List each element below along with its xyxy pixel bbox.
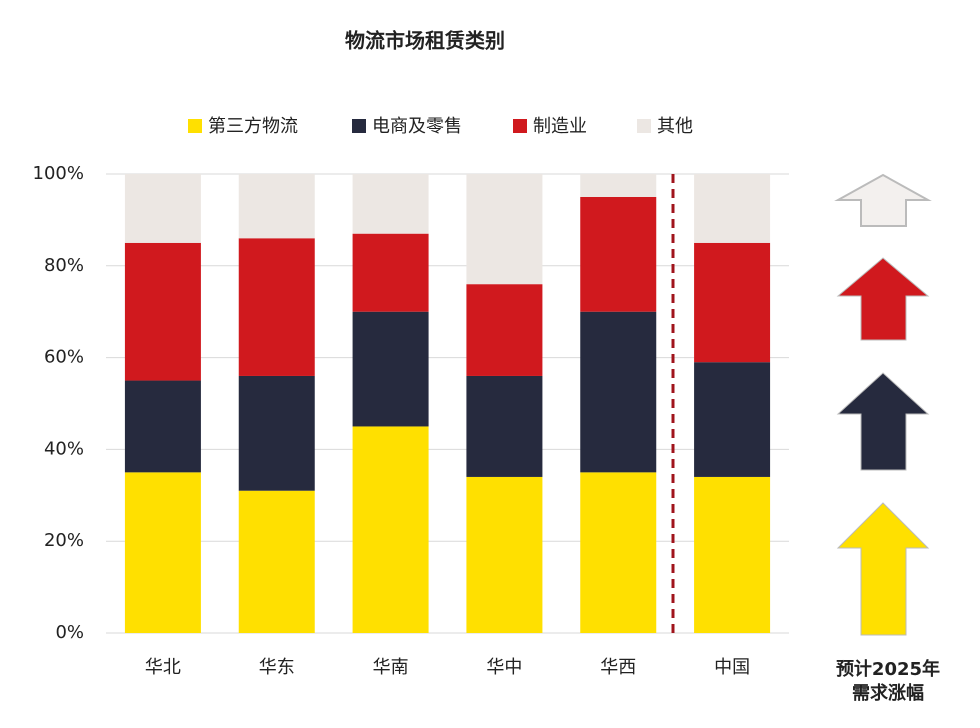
bar-segment xyxy=(238,174,315,239)
bar-segment xyxy=(124,380,201,473)
bar-segment xyxy=(238,490,315,633)
legend-label: 第三方物流 xyxy=(208,116,298,137)
bar-segment xyxy=(124,472,201,633)
x-tick-label: 华东 xyxy=(259,657,295,678)
y-tick-label: 20% xyxy=(44,530,84,551)
chart-title: 物流市场租赁类别 xyxy=(345,29,505,53)
arrow xyxy=(834,173,932,227)
bar-segment xyxy=(124,242,201,381)
x-tick-label: 华中 xyxy=(486,657,522,678)
bar-segment xyxy=(352,233,429,312)
bar-segment xyxy=(580,196,657,312)
legend-swatch xyxy=(352,119,366,133)
bar-segment xyxy=(466,375,543,477)
arrow xyxy=(836,502,930,636)
x-tick-label: 中国 xyxy=(714,657,750,678)
y-tick-label: 0% xyxy=(55,622,84,643)
bar-segment xyxy=(466,476,543,633)
bar-segment xyxy=(238,375,315,491)
arrow xyxy=(836,372,930,471)
bar-segment xyxy=(694,174,771,243)
annotation: 需求涨幅 xyxy=(852,682,924,704)
legend-swatch xyxy=(513,119,527,133)
bar-segment xyxy=(580,174,657,197)
legend-label: 电商及零售 xyxy=(372,116,462,137)
x-tick-label: 华南 xyxy=(373,657,409,678)
legend-swatch xyxy=(188,119,202,133)
x-tick-label: 华北 xyxy=(145,657,181,678)
arrow xyxy=(836,257,930,341)
y-tick-label: 40% xyxy=(44,438,84,459)
legend-swatch xyxy=(637,119,651,133)
y-tick-label: 100% xyxy=(33,163,84,184)
bar-segment xyxy=(466,284,543,376)
bar-segment xyxy=(694,476,771,633)
bar-segment xyxy=(238,238,315,376)
bar-segment xyxy=(352,174,429,234)
x-tick-label: 华西 xyxy=(600,657,636,678)
bar-segment xyxy=(352,426,429,633)
bar-segment xyxy=(694,362,771,477)
bar-segment xyxy=(580,472,657,633)
annotation: 预计2025年 xyxy=(836,658,940,680)
bar-segment xyxy=(466,174,543,285)
y-tick-label: 80% xyxy=(44,255,84,276)
bar-segment xyxy=(580,311,657,473)
bar-segment xyxy=(694,242,771,363)
legend-label: 制造业 xyxy=(533,116,587,137)
y-tick-label: 60% xyxy=(44,347,84,368)
legend-label: 其他 xyxy=(657,116,693,137)
bar-segment xyxy=(124,174,201,243)
bar-segment xyxy=(352,311,429,427)
